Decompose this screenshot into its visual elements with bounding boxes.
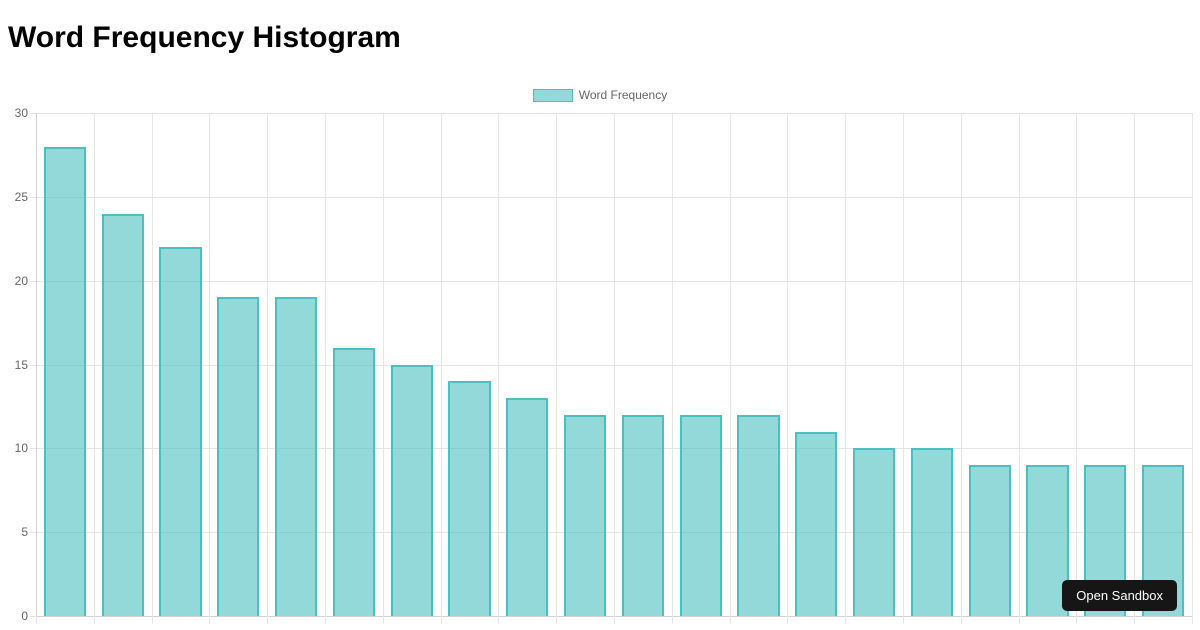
x-gridline [267,113,269,616]
legend-label: Word Frequency [578,88,668,102]
legend-swatch-icon [532,89,573,102]
bar[interactable] [506,398,549,616]
x-gridline [671,113,673,616]
x-gridline [325,113,326,616]
x-gridline [209,113,211,616]
x-gridline [1134,113,1136,616]
bar[interactable] [795,431,838,616]
bar[interactable] [390,364,433,616]
y-tick-mark [30,616,36,617]
plot-area [30,113,1193,624]
y-tick-label: 0 [21,609,28,623]
x-tick-mark [209,616,211,624]
x-gridline [440,113,442,616]
x-tick-mark [440,616,442,624]
bar[interactable] [275,297,318,616]
x-tick-mark [845,616,847,624]
x-gridline [903,113,904,616]
bar[interactable] [101,213,144,616]
x-tick-mark [382,616,384,624]
x-tick-mark [36,616,37,624]
y-tick-mark [30,364,36,366]
x-tick-mark [1076,616,1078,624]
y-tick-label: 15 [14,357,28,372]
x-tick-mark [151,616,153,624]
y-tick-label: 5 [21,525,28,540]
x-tick-mark [614,616,615,624]
x-tick-mark [267,616,269,624]
x-tick-mark [1192,616,1193,624]
x-gridline [787,113,789,616]
x-tick-mark [325,616,326,624]
x-gridline [1076,113,1078,616]
y-tick-label: 25 [14,189,28,204]
y-tick-mark [30,532,36,534]
bar[interactable] [853,448,896,616]
x-tick-mark [960,616,962,624]
legend: Word Frequency [0,89,1200,102]
x-gridline [93,113,95,616]
x-tick-mark [903,616,904,624]
x-gridline [382,113,384,616]
bar[interactable] [679,414,722,616]
x-tick-mark [729,616,731,624]
bar[interactable] [43,146,86,616]
bar[interactable] [1026,465,1069,616]
bar[interactable] [159,247,202,616]
x-gridline [960,113,962,616]
x-gridline [556,113,558,616]
bar[interactable] [448,381,491,616]
bar[interactable] [332,347,375,616]
x-tick-mark [556,616,558,624]
y-tick-mark [30,448,36,450]
x-gridline [729,113,731,616]
bar[interactable] [968,465,1011,616]
x-tick-mark [93,616,95,624]
x-gridline [36,113,37,616]
y-tick-label: 10 [14,441,28,456]
x-tick-mark [498,616,500,624]
y-tick-label: 30 [14,106,28,120]
y-axis: 0 5 10 15 20 25 30 [0,106,28,623]
y-tick-mark [30,196,36,198]
x-gridline [151,113,153,616]
bar[interactable] [564,414,607,616]
bar[interactable] [621,414,664,616]
open-sandbox-button[interactable]: Open Sandbox [1062,580,1177,611]
y-tick-mark [30,113,36,114]
chart-title: Word Frequency Histogram [8,21,401,54]
x-gridline [498,113,500,616]
x-gridline [845,113,847,616]
y-tick-label: 20 [14,273,28,288]
bar[interactable] [910,448,953,616]
x-tick-mark [1018,616,1020,624]
y-tick-mark [30,280,36,282]
x-tick-mark [1134,616,1136,624]
legend-item-word-frequency[interactable]: Word Frequency [532,88,668,102]
bar[interactable] [737,414,780,616]
x-gridline [1192,113,1193,616]
x-tick-mark [787,616,789,624]
x-tick-mark [671,616,673,624]
x-gridline [614,113,615,616]
bar[interactable] [217,297,260,616]
x-gridline [1018,113,1020,616]
